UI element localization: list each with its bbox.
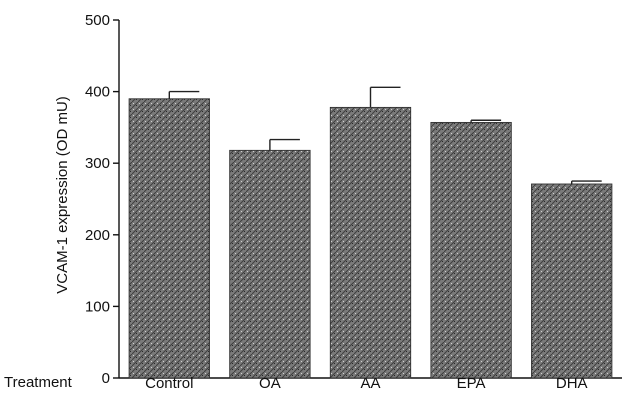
x-tick-label: Control — [145, 375, 193, 392]
y-tick-label: 0 — [102, 370, 110, 387]
x-tick-label: EPA — [457, 375, 486, 392]
bar — [229, 149, 311, 379]
y-axis-title: VCAM-1 expression (OD mU) — [54, 96, 71, 294]
y-tick-label: 200 — [85, 227, 110, 244]
bars — [128, 86, 613, 379]
y-tick-label: 100 — [85, 298, 110, 315]
x-axis-labels: Control OA AA EPA DHA — [145, 375, 587, 392]
bar — [329, 106, 412, 379]
bar — [430, 121, 512, 379]
x-tick-label: AA — [360, 375, 380, 392]
x-axis-title: Treatment — [4, 374, 73, 391]
y-tick-label: 400 — [85, 84, 110, 101]
x-tick-label: OA — [259, 375, 281, 392]
bar — [128, 98, 210, 379]
bar — [531, 183, 613, 379]
y-tick-label: 500 — [85, 12, 110, 29]
y-tick-label: 300 — [85, 155, 110, 172]
x-tick-label: DHA — [556, 375, 588, 392]
